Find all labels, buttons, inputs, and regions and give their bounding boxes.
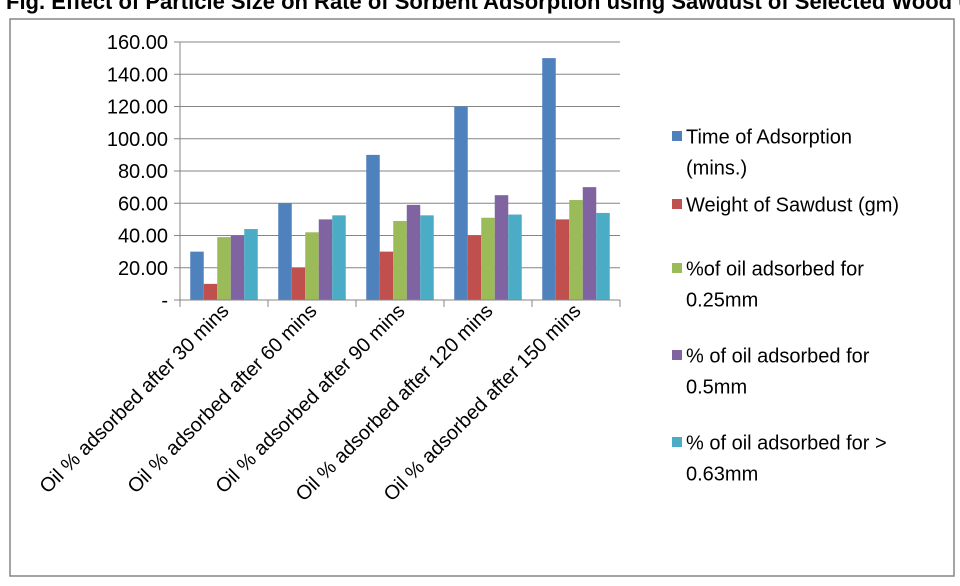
legend-entry-2: Weight of Sawdust (gm) (672, 194, 899, 216)
legend-label: 0.63mm (686, 463, 758, 485)
legend-entry-5: % of oil adsorbed for > 0.63mm (672, 432, 887, 485)
legend-label: (mins.) (686, 157, 747, 179)
legend-label: Weight of Sawdust (gm) (686, 194, 899, 216)
y-tick-label: 160.00 (107, 32, 168, 54)
bar-1-1 (190, 251, 204, 300)
bar-2-5 (555, 219, 570, 300)
bar-1-2 (278, 203, 292, 300)
header-fragment: Fig. Effect of Particle Size on Rate of … (6, 0, 960, 14)
bar-5-2 (332, 215, 346, 300)
bar-5-5 (596, 212, 610, 300)
y-tick-label: 100.00 (107, 129, 168, 151)
legend-label: 0.5mm (686, 376, 747, 398)
legend-label: %of oil adsorbed for (686, 258, 864, 280)
legend-swatch (672, 350, 682, 360)
legend-entry-3: %of oil adsorbed for 0.25mm (672, 258, 864, 311)
bar-3-1 (217, 237, 231, 300)
legend-label: 0.25mm (686, 289, 758, 311)
y-tick-label: 120.00 (107, 97, 168, 119)
bar-2-3 (379, 251, 394, 300)
legend-swatch (672, 437, 682, 447)
chart-border (9, 18, 955, 577)
y-tick-label: 140.00 (107, 64, 168, 86)
bar-2-2 (291, 267, 306, 300)
bar-2-1 (203, 283, 218, 300)
bar-1-3 (366, 154, 380, 300)
y-tick-label: 20.00 (118, 258, 168, 280)
legend-swatch (672, 263, 682, 273)
legend-swatch (672, 131, 682, 141)
y-tick-label: - (161, 290, 168, 312)
bar-3-2 (305, 232, 319, 300)
y-tick-label: 40.00 (118, 226, 168, 248)
bar-4-5 (582, 187, 597, 300)
legend-entry-1: Time of Adsorption (mins.) (672, 126, 852, 179)
bar-5-3 (420, 215, 434, 300)
bar-4-3 (406, 204, 421, 300)
bar-4-1 (230, 235, 245, 300)
bar-2-4 (467, 235, 482, 300)
bar-1-4 (454, 106, 468, 300)
bar-3-3 (393, 220, 407, 300)
bar-1-5 (542, 58, 556, 300)
bar-4-2 (318, 219, 333, 300)
y-tick-label: 80.00 (118, 161, 168, 183)
legend-entry-4: % of oil adsorbed for 0.5mm (672, 345, 870, 398)
legend-swatch (672, 199, 682, 209)
y-tick-label: 60.00 (118, 193, 168, 215)
legend-label: % of oil adsorbed for (686, 345, 870, 367)
bar-3-4 (481, 217, 495, 300)
bar-5-1 (244, 229, 258, 300)
bar-4-4 (494, 195, 509, 300)
bar-5-4 (508, 214, 522, 300)
bar-3-5 (569, 200, 583, 300)
legend-label: % of oil adsorbed for > (686, 432, 887, 454)
legend-label: Time of Adsorption (686, 126, 852, 148)
